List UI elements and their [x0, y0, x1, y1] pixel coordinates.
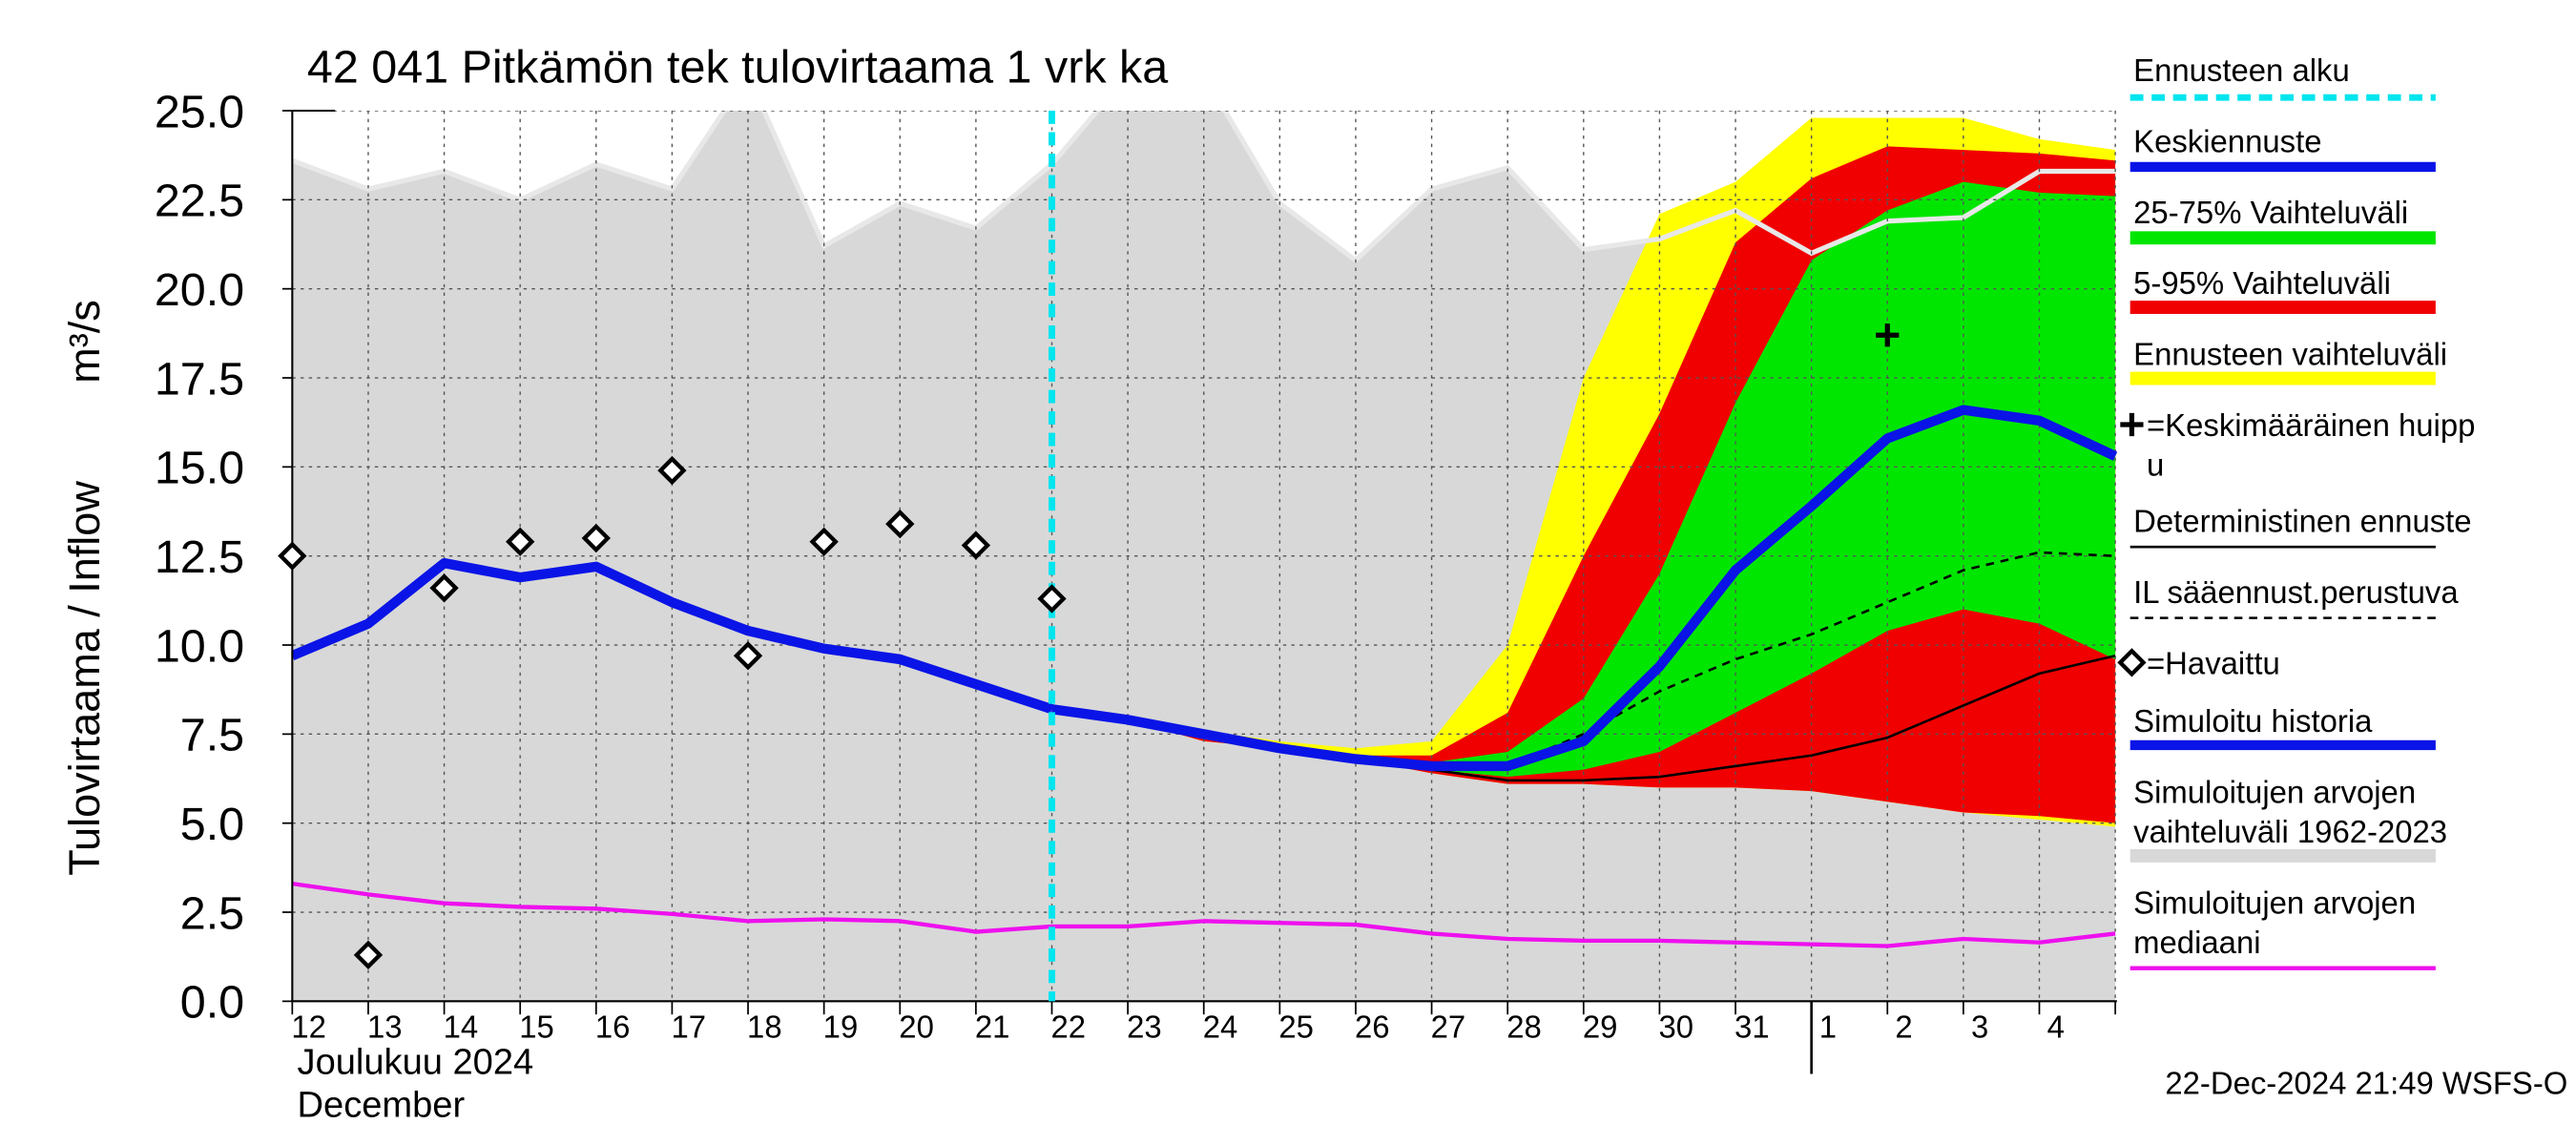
x-tick-label: 31	[1735, 1009, 1770, 1044]
observed-point	[506, 527, 535, 556]
x-tick-label: 3	[1971, 1009, 1988, 1044]
x-tick-label: 22	[1051, 1009, 1087, 1044]
plot-area	[292, 111, 2117, 1002]
x-tick-label: 18	[747, 1009, 782, 1044]
series-line	[292, 882, 2116, 948]
y-tick-label: 12.5	[155, 531, 244, 583]
observed-point	[657, 455, 687, 486]
observed-point	[885, 509, 915, 539]
y-tick-label: 25.0	[155, 86, 244, 137]
legend-label: Simuloitu historia	[2133, 703, 2373, 739]
x-tick-label: 15	[519, 1009, 554, 1044]
x-tick-label: 2	[1895, 1009, 1912, 1044]
observed-point	[429, 573, 459, 603]
y-tick-label: 20.0	[155, 264, 244, 316]
legend-label: =Keskimääräinen huipp	[2147, 407, 2475, 443]
legend-label: vaihteluväli 1962-2023	[2133, 814, 2447, 849]
x-tick-label: 29	[1583, 1009, 1618, 1044]
series-line	[292, 557, 1054, 715]
y-tick-label: 22.5	[155, 176, 244, 227]
x-tick-label: 13	[367, 1009, 403, 1044]
legend-label: 5-95% Vaihteluväli	[2133, 265, 2391, 301]
legend-label: Ennusteen alku	[2133, 52, 2350, 88]
x-tick-label: 12	[291, 1009, 326, 1044]
observed-point	[733, 641, 763, 671]
x-tick-label: 23	[1127, 1009, 1162, 1044]
legend-label: Simuloitujen arvojen	[2133, 775, 2416, 810]
x-tick-label: 1	[1819, 1009, 1837, 1044]
legend-label: Deterministinen ennuste	[2133, 504, 2471, 539]
legend-marker	[2117, 648, 2147, 677]
observed-point	[581, 523, 611, 553]
x-tick-label: 21	[975, 1009, 1010, 1044]
legend: Ennusteen alku Keskiennuste 25-75% Vaihtel…	[2117, 52, 2475, 970]
x-tick-label: 4	[2047, 1009, 2065, 1044]
legend-label: Ennusteen vaihteluväli	[2133, 337, 2447, 372]
legend-label: IL sääennust.perustuva	[2133, 574, 2459, 610]
legend-label: Simuloitujen arvojen	[2133, 885, 2416, 921]
x-tick-label: 14	[444, 1009, 479, 1044]
y-tick-label: 7.5	[180, 710, 244, 761]
y-tick-label: 15.0	[155, 443, 244, 494]
footer: 22-Dec-2024 21:49 WSFS-O	[2165, 1065, 2567, 1100]
x-tick-label: 19	[823, 1009, 859, 1044]
x-tick-label: 17	[671, 1009, 706, 1044]
legend-label: =Havaittu	[2147, 645, 2280, 680]
legend-label: u	[2147, 448, 2164, 483]
legend-label: 25-75% Vaihteluväli	[2133, 195, 2408, 230]
y-tick-label: 10.0	[155, 620, 244, 672]
observed-point	[1037, 584, 1067, 614]
x-tick-label: 27	[1431, 1009, 1466, 1044]
observed-point	[278, 541, 307, 571]
y-tick-label: 5.0	[180, 799, 244, 850]
overlay: 0.0 2.5 5.0 7.5 10.0 12.5 15.0 17.5 20.0 22.5 25.0…	[155, 86, 2117, 1074]
observed-point	[961, 531, 991, 560]
chart-title: 42 041 Pitkämön tek tulovirtaama 1 vrk k…	[307, 42, 1168, 94]
x-tick-label: 25	[1278, 1009, 1314, 1044]
x-month-label: Joulukuu 2024	[298, 1043, 534, 1083]
forecast-band	[1051, 181, 2116, 778]
x-tick-label: 16	[595, 1009, 631, 1044]
x-month-label-en: December	[298, 1086, 466, 1126]
observed-point	[809, 527, 839, 556]
legend-marker	[2120, 412, 2144, 437]
legend-label: mediaani	[2133, 925, 2260, 960]
x-tick-label: 20	[899, 1009, 934, 1044]
y-tick-label: 17.5	[155, 353, 244, 405]
series-line	[1050, 405, 2117, 772]
x-tick-label: 28	[1506, 1009, 1542, 1044]
y-tick-label: 0.0	[180, 977, 244, 1029]
y-axis-label: Tulovirtaama / Inflow	[60, 481, 109, 876]
observed-point	[353, 940, 384, 969]
y-axis-unit: m³/s	[60, 300, 109, 384]
y-tick-label: 2.5	[180, 887, 244, 939]
x-tick-label: 30	[1658, 1009, 1693, 1044]
mean-peak	[1876, 323, 1900, 347]
legend-label: Keskiennuste	[2133, 123, 2321, 158]
x-tick-label: 26	[1355, 1009, 1390, 1044]
x-tick-label: 24	[1203, 1009, 1238, 1044]
